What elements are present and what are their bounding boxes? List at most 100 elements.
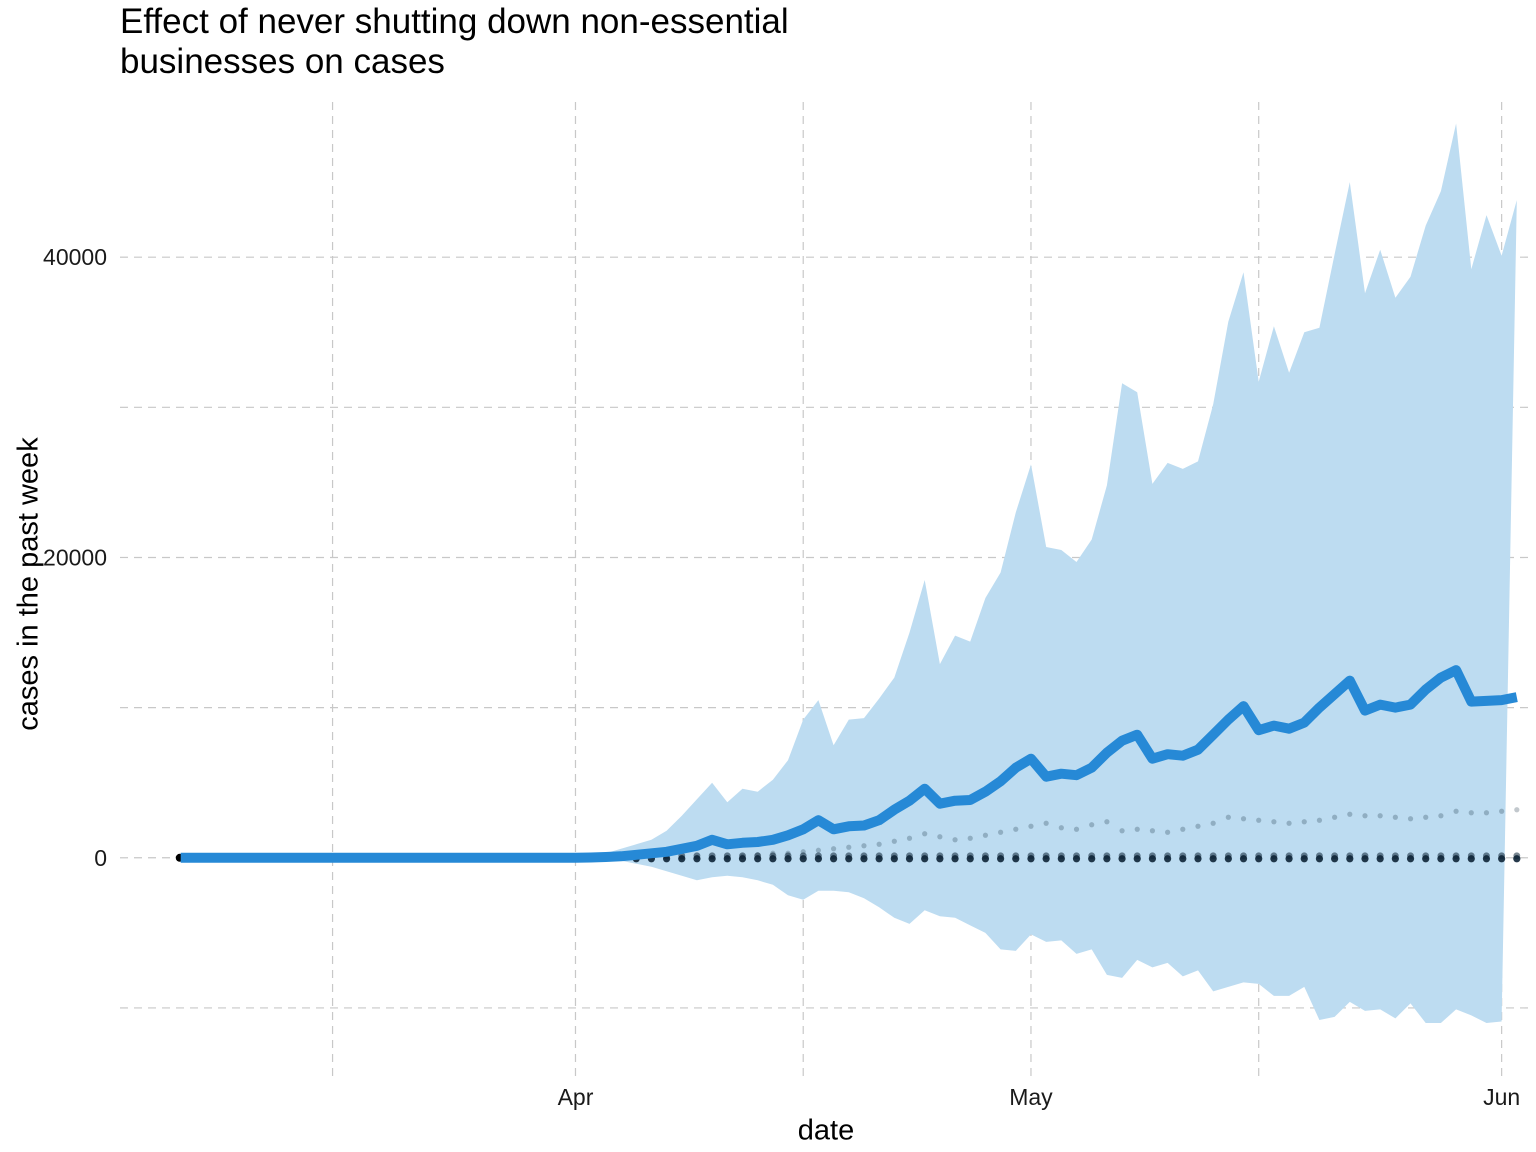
scattered-point	[906, 835, 913, 841]
scattered-point	[1407, 816, 1414, 822]
observed-point	[1239, 855, 1248, 863]
scattered-point	[1316, 817, 1323, 823]
observed-point	[1406, 855, 1415, 863]
observed-point	[860, 855, 868, 863]
observed-point	[1498, 855, 1506, 863]
uncertainty-band-group	[180, 123, 1517, 1023]
scattered-point	[1240, 816, 1247, 822]
scattered-point	[1180, 826, 1186, 832]
scattered-point	[998, 829, 1004, 835]
observed-point	[1118, 855, 1126, 863]
scattered-point	[1483, 810, 1490, 816]
observed-point	[1315, 855, 1324, 863]
observed-point	[1513, 855, 1521, 863]
observed-point	[1103, 855, 1111, 863]
scattered-point	[1134, 826, 1140, 832]
observed-point	[1164, 855, 1172, 863]
scattered-point	[1013, 826, 1019, 832]
observed-point	[1285, 855, 1293, 863]
observed-point	[1422, 855, 1430, 863]
observed-point	[951, 855, 959, 863]
observed-point	[769, 855, 777, 863]
uncertainty-band	[180, 123, 1517, 1023]
scattered-point	[1362, 813, 1368, 819]
observed-point	[905, 855, 914, 863]
observed-point	[1452, 855, 1460, 863]
x-axis-label: date	[797, 1114, 855, 1147]
scattered-point	[1058, 825, 1064, 831]
scattered-point	[982, 832, 989, 838]
scattered-point	[861, 843, 867, 849]
scattered-point	[1119, 828, 1125, 834]
observed-point	[1376, 855, 1384, 863]
observed-point	[814, 855, 823, 863]
scattered-point	[1347, 811, 1353, 817]
scattered-point	[1210, 820, 1216, 826]
scattered-point	[1499, 808, 1505, 814]
observed-point	[1346, 855, 1354, 863]
chart-title-line-1: Effect of never shutting down non-essent…	[120, 2, 789, 41]
observed-point	[799, 855, 807, 863]
scattered-point	[922, 831, 928, 837]
scattered-point	[1453, 808, 1459, 814]
observed-point	[693, 855, 701, 863]
observed-point	[1148, 855, 1157, 863]
x-tick-label: May	[1009, 1084, 1053, 1110]
scattered-point	[1089, 822, 1095, 828]
scattered-point	[952, 837, 958, 843]
scattered-point	[1377, 813, 1383, 819]
observed-point	[1209, 855, 1217, 863]
chart-title-line-2: businesses on cases	[120, 42, 445, 81]
observed-point	[1361, 855, 1369, 863]
scattered-point	[1286, 820, 1292, 826]
scattered-point	[815, 847, 822, 853]
scattered-point	[1149, 828, 1156, 834]
observed-point	[784, 855, 792, 863]
observed-point	[845, 855, 853, 863]
scattered-point	[1468, 810, 1474, 816]
scattered-point	[1256, 817, 1262, 823]
data-points-group	[175, 807, 1521, 863]
observed-point	[966, 855, 974, 863]
scattered-point	[1028, 823, 1034, 829]
scattered-point	[1423, 814, 1429, 820]
observed-point	[723, 855, 731, 863]
observed-point	[829, 855, 838, 863]
scattered-point	[1514, 807, 1520, 813]
observed-point	[708, 855, 716, 863]
observed-point	[1255, 855, 1263, 863]
scattered-point	[1301, 819, 1307, 825]
observed-point	[1179, 855, 1187, 863]
observed-point	[921, 855, 929, 863]
scattered-point	[1104, 819, 1110, 825]
scattered-point	[1438, 813, 1444, 819]
observed-point	[981, 855, 990, 863]
observed-point	[936, 855, 944, 863]
scattered-point	[1195, 823, 1201, 829]
tick-labels: 0 20000 40000 Apr May Jun	[43, 244, 1520, 1110]
scattered-point	[891, 838, 897, 844]
scattered-point	[876, 841, 882, 847]
observed-point	[1391, 855, 1399, 863]
observed-point	[678, 855, 686, 863]
x-tick-label: Apr	[558, 1084, 594, 1110]
scattered-point	[1043, 820, 1049, 826]
observed-point	[1300, 855, 1308, 863]
observed-point	[1057, 855, 1065, 863]
chart-title: Effect of never shutting down non-essent…	[120, 2, 1020, 82]
observed-point	[1194, 855, 1202, 863]
observed-point	[738, 855, 747, 863]
mean-line-group	[180, 665, 1518, 863]
scattered-point	[1165, 829, 1171, 835]
y-tick-label: 20000	[43, 544, 107, 570]
observed-point	[997, 855, 1005, 863]
observed-point	[1133, 855, 1141, 863]
scattered-point	[830, 846, 837, 852]
x-tick-label: Jun	[1483, 1084, 1520, 1110]
observed-point	[1270, 855, 1278, 863]
observed-point	[890, 855, 898, 863]
observed-point	[1224, 855, 1232, 863]
observed-point	[1331, 855, 1339, 863]
y-tick-label: 0	[94, 845, 107, 871]
